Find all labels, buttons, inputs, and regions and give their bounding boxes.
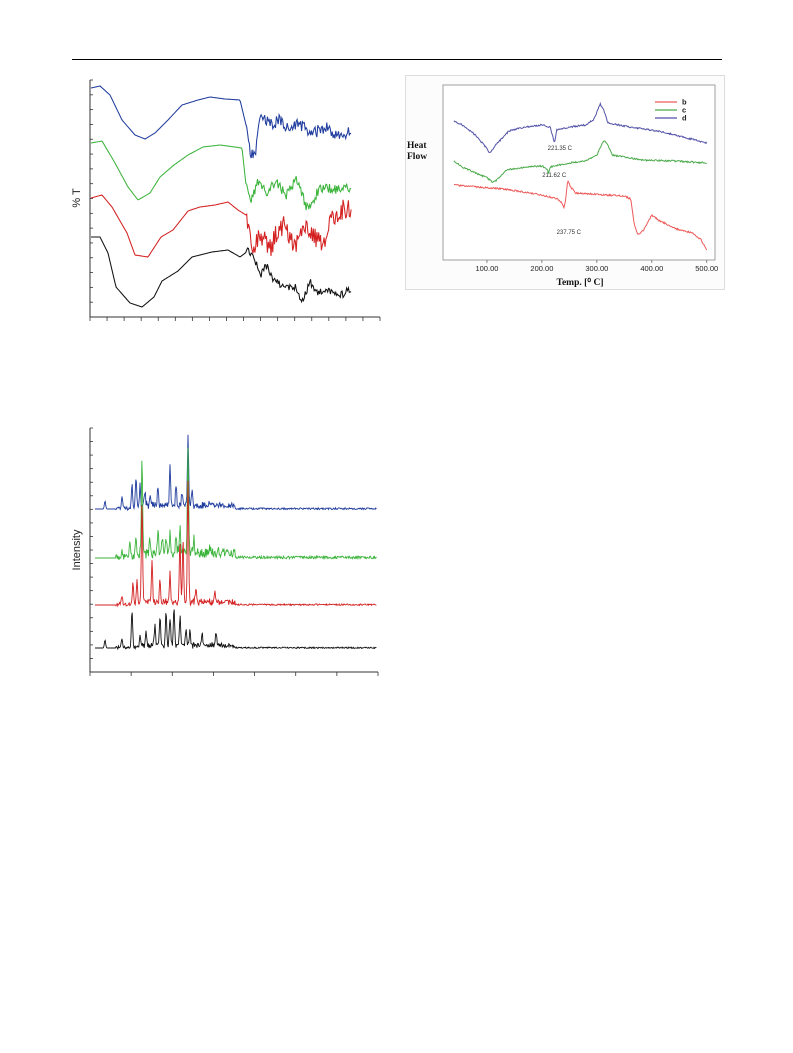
- dsc-plot-area: [442, 84, 716, 261]
- xrd-series-line: [95, 480, 377, 608]
- xrd-chart: Intensity: [70, 420, 385, 735]
- dsc-chart: Heat Flow Temp. [⁰ C] 100.00 200.00 300.00…: [405, 75, 725, 290]
- ftir-series-line: [90, 140, 352, 211]
- xrd-series-line: [95, 609, 377, 651]
- xrd-ylabel: Intensity: [71, 529, 83, 570]
- ftir-series-line: [90, 85, 352, 159]
- header-rule: [72, 59, 722, 60]
- ftir-ylabel: % T: [71, 188, 83, 208]
- dsc-x-tick-label: 300.00: [585, 264, 608, 273]
- dsc-x-tick-label: 200.00: [530, 264, 553, 273]
- dsc-legend-label: d: [682, 114, 687, 123]
- dsc-x-tick-label: 100.00: [475, 264, 498, 273]
- ftir-chart: % T: [70, 75, 385, 340]
- dsc-x-tick-label: 400.00: [640, 264, 663, 273]
- dsc-peak-annotation: 221.35 C: [548, 146, 573, 152]
- dsc-legend-label: c: [682, 106, 686, 115]
- dsc-ylabel-line1: Heat: [407, 141, 427, 151]
- ftir-series-line: [90, 194, 352, 258]
- dsc-x-tick-label: 500.00: [695, 264, 718, 273]
- xrd-series-line: [95, 447, 377, 561]
- dsc-xlabel: Temp. [⁰ C]: [557, 277, 604, 288]
- dsc-peak-annotation: 237.75 C: [557, 230, 582, 236]
- dsc-legend-label: b: [682, 98, 687, 107]
- dsc-ylabel-line2: Flow: [407, 152, 427, 162]
- dsc-peak-annotation: 211.62 C: [542, 173, 567, 179]
- dsc-series-line-d: [453, 101, 708, 154]
- dsc-series-line-c: [453, 140, 707, 183]
- dsc-series-line-b: [453, 179, 708, 251]
- ftir-series-line: [91, 236, 352, 308]
